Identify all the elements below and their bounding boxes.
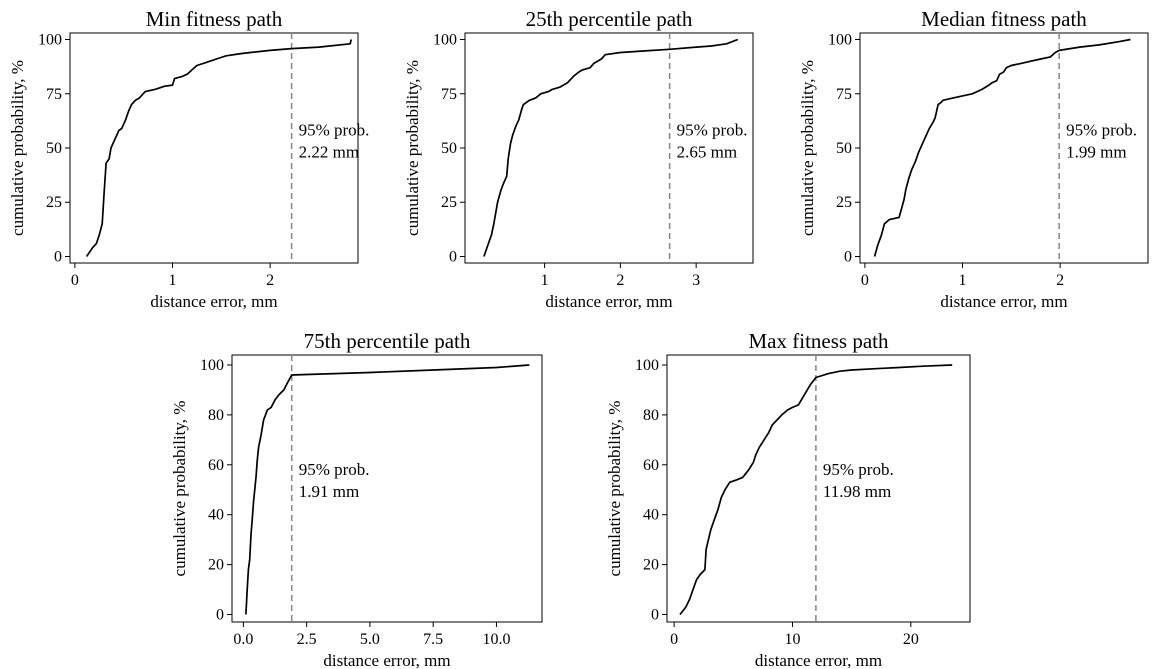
y-tick-label: 50: [46, 140, 62, 157]
x-tick-label: 5.0: [360, 631, 380, 648]
annotation-line-1: 95% prob.: [299, 460, 370, 479]
y-tick-label: 100: [635, 357, 659, 374]
75th-percentile-panel: 75th percentile path distance error, mm …: [170, 329, 543, 669]
y-tick-label: 0: [54, 248, 62, 265]
y-tick-label: 60: [208, 457, 224, 474]
x-tick-label: 0.0: [233, 631, 253, 648]
y-axis-label: cumulative probability, %: [403, 60, 422, 236]
y-tick-label: 25: [46, 194, 62, 211]
median-fitness-panel: Median fitness path distance error, mm c…: [798, 7, 1149, 311]
x-tick-label: 2: [266, 272, 274, 289]
chart-title: 75th percentile path: [304, 329, 471, 353]
axes-frame: [231, 354, 543, 623]
y-tick-label: 75: [836, 86, 852, 103]
x-tick-label: 3: [692, 272, 700, 289]
x-axis-label: distance error, mm: [545, 292, 672, 311]
x-tick-label: 7.5: [423, 631, 443, 648]
y-axis-label: cumulative probability, %: [170, 401, 189, 577]
x-tick-label: 10.0: [482, 631, 510, 648]
y-tick-label: 50: [836, 140, 852, 157]
y-tick-label: 40: [208, 507, 224, 524]
y-tick-label: 100: [433, 32, 457, 49]
y-tick-label: 75: [46, 86, 62, 103]
y-axis-label: cumulative probability, %: [605, 401, 624, 577]
x-axis-label: distance error, mm: [323, 651, 450, 669]
x-tick-label: 1: [169, 272, 177, 289]
cdf-line: [483, 38, 739, 257]
y-tick-label: 100: [828, 32, 852, 49]
annotation-line-1: 95% prob.: [823, 460, 894, 479]
x-tick-label: 1: [541, 272, 549, 289]
x-tick-label: 20: [903, 631, 919, 648]
y-tick-label: 40: [643, 507, 659, 524]
x-tick-label: 2: [1056, 272, 1064, 289]
y-tick-label: 25: [441, 194, 457, 211]
x-axis-label: distance error, mm: [150, 292, 277, 311]
y-tick-label: 0: [449, 248, 457, 265]
y-tick-label: 20: [643, 557, 659, 574]
max-fitness-panel: Max fitness path distance error, mm cumu…: [605, 329, 971, 669]
annotation-line-1: 95% prob.: [677, 120, 748, 139]
x-tick-label: 2.5: [297, 631, 317, 648]
annotation-line-2: 1.91 mm: [299, 482, 359, 501]
annotation-line-2: 1.99 mm: [1066, 142, 1126, 161]
cdf-line: [679, 364, 953, 616]
chart-title: 25th percentile path: [526, 7, 693, 31]
x-axis-label: distance error, mm: [755, 651, 882, 669]
x-tick-label: 0: [670, 631, 678, 648]
cdf-line: [245, 364, 530, 615]
x-tick-label: 0: [71, 272, 79, 289]
cdf-line: [873, 38, 1131, 257]
y-tick-label: 25: [836, 194, 852, 211]
y-tick-label: 80: [643, 407, 659, 424]
chart-title: Median fitness path: [921, 7, 1087, 31]
x-tick-label: 1: [959, 272, 967, 289]
chart-title: Max fitness path: [749, 329, 889, 353]
annotation-line-2: 11.98 mm: [823, 482, 891, 501]
cdf-line: [85, 39, 353, 257]
x-tick-label: 10: [784, 631, 800, 648]
y-axis-label: cumulative probability, %: [798, 60, 817, 236]
y-tick-label: 0: [216, 607, 224, 624]
x-tick-label: 0: [861, 272, 869, 289]
x-tick-label: 2: [616, 272, 624, 289]
y-tick-label: 20: [208, 557, 224, 574]
annotation-line-2: 2.65 mm: [677, 142, 737, 161]
y-tick-label: 50: [441, 140, 457, 157]
y-tick-label: 0: [651, 607, 659, 624]
y-tick-label: 75: [441, 86, 457, 103]
chart-title: Min fitness path: [146, 7, 283, 31]
y-tick-label: 0: [844, 248, 852, 265]
y-axis-label: cumulative probability, %: [8, 60, 27, 236]
y-tick-label: 60: [643, 457, 659, 474]
axes-frame: [666, 354, 971, 623]
annotation-line-1: 95% prob.: [299, 120, 370, 139]
y-tick-label: 100: [38, 32, 62, 49]
annotation-line-2: 2.22 mm: [299, 142, 359, 161]
annotation-line-1: 95% prob.: [1066, 120, 1137, 139]
x-axis-label: distance error, mm: [940, 292, 1067, 311]
y-tick-label: 80: [208, 407, 224, 424]
min-fitness-panel: Min fitness path distance error, mm cumu…: [8, 7, 369, 311]
25th-percentile-panel: 25th percentile path distance error, mm …: [403, 7, 754, 311]
y-tick-label: 100: [200, 357, 224, 374]
